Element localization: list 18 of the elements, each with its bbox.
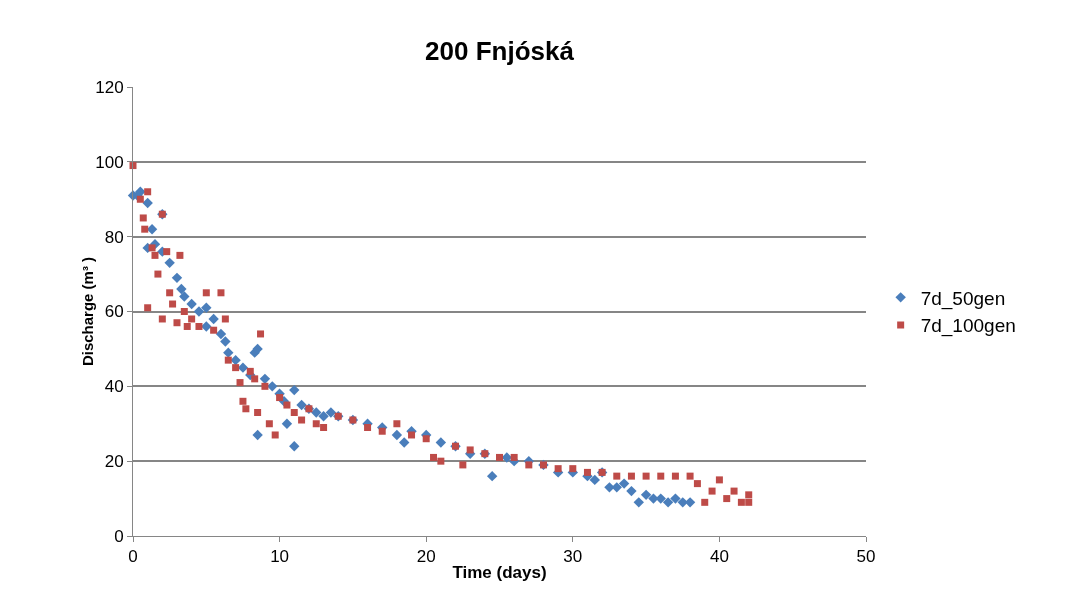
- y-tick-label: 80: [104, 227, 124, 247]
- legend-label: 7d_100gen: [920, 315, 1016, 338]
- y-tick-label: 60: [104, 302, 124, 322]
- x-tick-label: 30: [563, 547, 583, 567]
- y-tick-label: 40: [104, 377, 124, 397]
- x-tick-label: 0: [128, 547, 138, 567]
- x-tick-label: 40: [709, 547, 729, 567]
- y-tick-label: 120: [95, 77, 124, 97]
- y-tick-label: 0: [114, 526, 124, 546]
- y-tick-label: 100: [95, 152, 124, 172]
- y-axis-title: Discharge (m³ ): [79, 256, 96, 367]
- x-tick-label: 50: [856, 547, 876, 567]
- x-tick-label: 10: [270, 547, 290, 567]
- chart-title: 200 Fnjóská: [425, 36, 575, 67]
- x-tick-label: 20: [416, 547, 436, 567]
- x-axis-title: Time (days): [452, 562, 547, 582]
- legend-label: 7d_50gen: [920, 287, 1006, 310]
- y-tick-label: 20: [104, 452, 124, 472]
